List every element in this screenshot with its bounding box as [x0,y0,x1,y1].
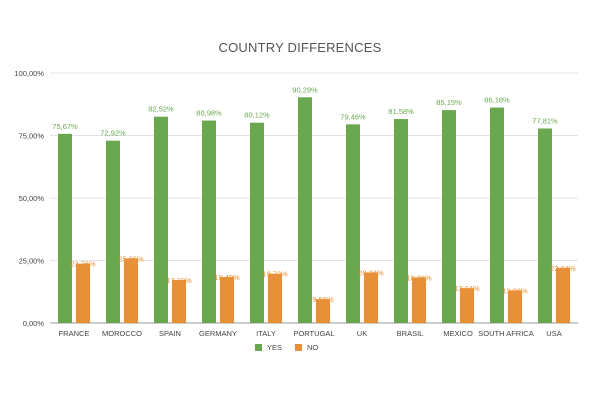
bar-no [556,267,570,323]
data-label: 79,46% [340,112,366,121]
data-label: 23,76% [70,260,96,269]
data-label: 85,15% [436,98,462,107]
bar-no [172,280,186,323]
x-tick-label: BRASIL [397,329,424,338]
data-label: 13,94% [454,284,480,293]
bar-yes [154,116,168,323]
y-tick-label: 0,00% [23,319,45,328]
x-tick-label: FRANCE [59,329,90,338]
bar-no [268,273,282,323]
data-label: 86,18% [484,96,510,105]
data-label: 81,58% [388,107,414,116]
data-label: 77,81% [532,116,558,125]
bar-no [124,258,138,323]
legend-swatch [255,344,262,351]
data-label: 18,26% [406,273,432,282]
x-tick-label: USA [546,329,561,338]
bar-yes [538,128,552,323]
data-label: 19,72% [262,270,288,279]
x-tick-label: UK [357,329,367,338]
data-label: 13,06% [502,286,528,295]
y-tick-label: 100,00% [14,69,44,78]
bar-yes [394,119,408,323]
y-tick-label: 25,00% [19,257,45,266]
bar-no [220,277,234,323]
data-label: 82,52% [148,105,174,114]
bar-yes [58,133,72,323]
bar-yes [202,120,216,323]
x-tick-label: MOROCCO [102,329,142,338]
data-label: 80,12% [244,111,270,120]
data-label: 18,40% [214,273,240,282]
bar-no [76,263,90,323]
bar-no [412,277,426,323]
bar-no [460,288,474,323]
legend-swatch [295,344,302,351]
x-tick-label: PORTUGAL [293,329,334,338]
data-label: 75,67% [52,122,78,131]
data-label: 80,98% [196,109,222,118]
bar-yes [346,124,360,323]
y-tick-label: 75,00% [19,132,45,141]
data-label: 17,19% [166,276,192,285]
x-tick-label: ITALY [256,329,276,338]
x-tick-label: SOUTH AFRICA [478,329,533,338]
data-label: 90,29% [292,85,318,94]
bar-yes [106,140,120,323]
x-tick-label: MEXICO [443,329,473,338]
x-tick-label: SPAIN [159,329,181,338]
bar-yes [250,122,264,323]
bar-yes [298,97,312,324]
bar-yes [442,110,456,323]
bar-no [316,299,330,323]
bar-no [508,290,522,323]
y-tick-label: 50,00% [19,194,45,203]
legend-label: YES [267,343,282,352]
data-label: 20,24% [358,268,384,277]
x-tick-label: GERMANY [199,329,237,338]
bar-no [364,272,378,323]
data-label: 72,92% [100,129,126,138]
legend-label: NO [307,343,318,352]
bar-yes [490,107,504,323]
data-label: 9,56% [312,295,334,304]
data-label: 25,85% [118,254,144,263]
chart-title: COUNTRY DIFFERENCES [218,40,382,55]
data-label: 22,04% [550,264,576,273]
